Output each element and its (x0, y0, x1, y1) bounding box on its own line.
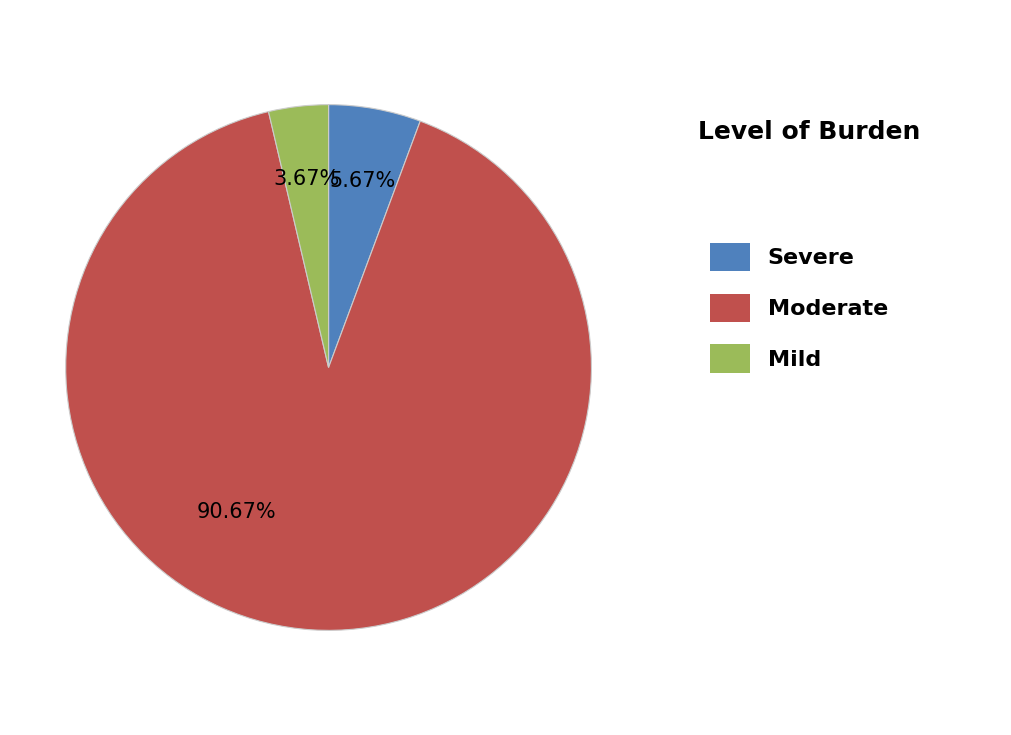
Text: 90.67%: 90.67% (197, 502, 276, 522)
Text: Level of Burden: Level of Burden (698, 121, 920, 144)
Wedge shape (66, 112, 591, 631)
Wedge shape (329, 104, 421, 368)
Text: 3.67%: 3.67% (274, 170, 340, 190)
Wedge shape (269, 104, 329, 368)
Legend: Severe, Moderate, Mild: Severe, Moderate, Mild (701, 234, 897, 382)
Text: 5.67%: 5.67% (329, 171, 395, 191)
